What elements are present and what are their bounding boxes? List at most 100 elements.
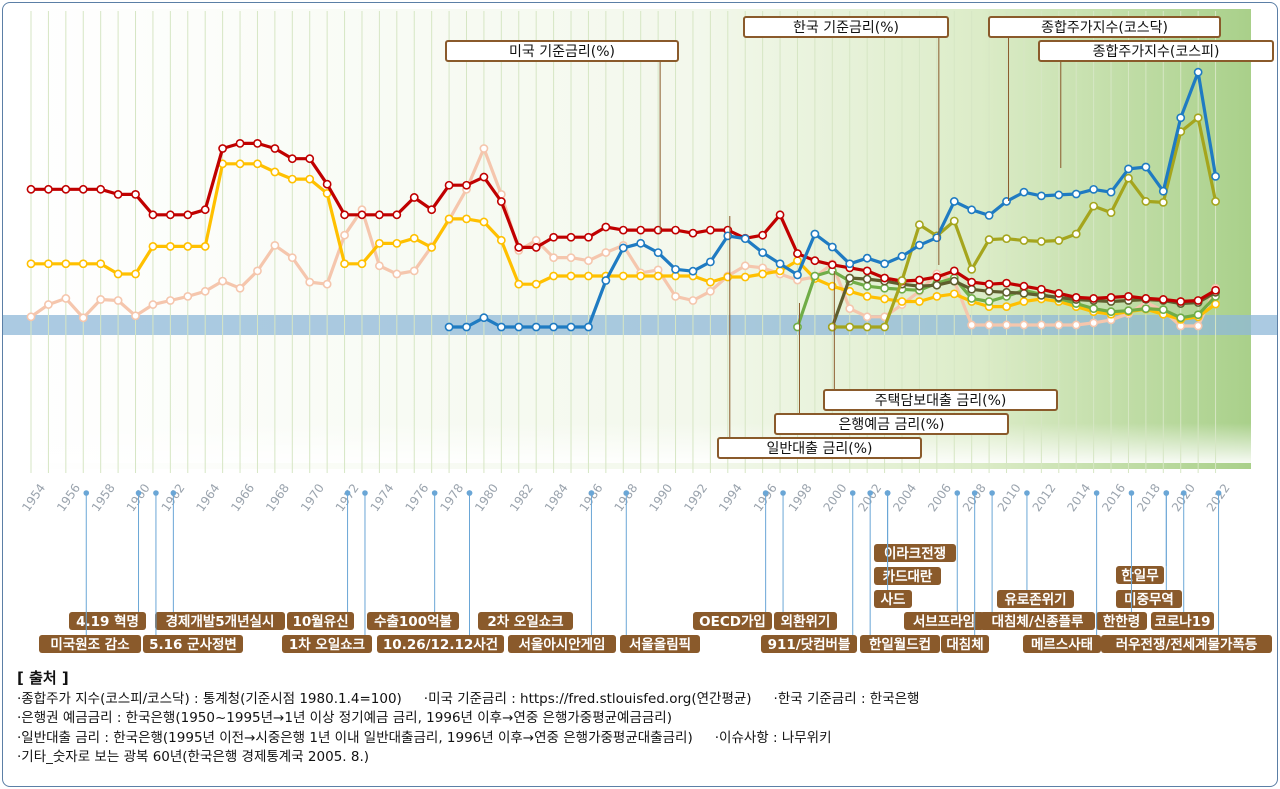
data-point — [1193, 321, 1203, 331]
callout-label: 미국 기준금리(%) — [509, 44, 615, 60]
data-point — [775, 259, 785, 269]
data-point — [1071, 229, 1081, 239]
data-point — [26, 184, 36, 194]
data-point — [61, 184, 71, 194]
data-point — [1036, 284, 1046, 294]
data-point — [1158, 305, 1168, 315]
event-dot — [135, 490, 142, 496]
data-point — [1141, 294, 1151, 303]
data-point — [444, 322, 454, 332]
data-point — [253, 138, 262, 148]
data-point — [740, 261, 750, 271]
data-point — [1089, 184, 1099, 194]
x-tick-label: 1984 — [542, 481, 571, 514]
data-point — [61, 294, 71, 303]
data-point — [183, 291, 193, 301]
data-point — [1193, 296, 1203, 305]
data-point — [462, 214, 471, 224]
event-dot — [588, 490, 595, 496]
data-point — [514, 279, 524, 289]
data-point — [845, 259, 855, 269]
data-point — [392, 210, 402, 220]
data-point — [793, 249, 802, 258]
data-point — [723, 272, 733, 282]
event-label: 이라크전쟁 — [884, 545, 946, 562]
data-point — [183, 210, 193, 220]
data-point — [479, 172, 489, 182]
data-point — [462, 180, 471, 190]
data-point — [984, 279, 994, 289]
data-point — [862, 322, 872, 332]
event-dot — [1215, 490, 1222, 496]
data-point — [96, 184, 106, 194]
x-tick-label: 1970 — [298, 481, 327, 514]
data-point — [1211, 285, 1220, 295]
data-point — [949, 197, 959, 206]
data-point — [915, 220, 924, 230]
x-tick-label: 1964 — [193, 481, 222, 514]
callout-box — [717, 437, 922, 459]
data-point — [1089, 304, 1099, 314]
data-point — [305, 154, 315, 164]
data-point — [1106, 293, 1116, 302]
data-point — [78, 259, 88, 269]
data-point — [235, 138, 245, 148]
data-point — [897, 251, 907, 261]
event-badge — [1116, 590, 1182, 608]
data-point — [636, 225, 646, 235]
data-point — [113, 269, 123, 279]
event-badge — [508, 635, 616, 653]
source-line-3: ·일반대출 금리 : 한국은행(1995년 이전→시중은행 1년 이내 일반대출… — [17, 729, 1267, 749]
data-point — [148, 242, 158, 251]
rate-index-chart: 미국 기준금리(%) 한국 기준금리(%) 일반대출 금리(%) 은행예금 금리(%)… — [3, 9, 1277, 653]
data-point — [322, 179, 332, 189]
data-point — [1124, 291, 1133, 301]
data-point — [357, 210, 367, 220]
event-badge — [761, 635, 857, 653]
data-point — [287, 253, 297, 263]
event-label: 서브프라임 — [913, 614, 975, 630]
data-point — [1002, 197, 1011, 206]
x-tick-label: 1976 — [402, 481, 431, 514]
event-badge — [377, 635, 504, 653]
data-point — [584, 322, 593, 332]
event-badge — [1023, 635, 1101, 653]
data-point — [932, 280, 942, 290]
data-point — [113, 189, 123, 199]
x-tick-label: 1974 — [368, 481, 397, 514]
x-tick-label: 1958 — [89, 481, 118, 514]
data-point — [235, 283, 245, 293]
data-point — [1193, 67, 1203, 77]
data-point — [253, 159, 262, 169]
event-label: 러우전쟁/전세계물가폭등 — [1116, 636, 1258, 653]
data-point — [967, 284, 977, 294]
data-point — [531, 322, 541, 332]
data-point — [479, 217, 489, 227]
source-stock-index: ·종합주가 지수(코스피/코스닥) : 통계청(기준시점 1980.1.4=10… — [17, 690, 402, 707]
data-point — [514, 243, 524, 252]
event-dot — [971, 490, 978, 496]
data-point — [880, 259, 889, 269]
data-point — [1002, 302, 1011, 311]
x-tick-label: 1994 — [716, 481, 745, 514]
data-point — [1054, 320, 1064, 330]
source-issues: ·이슈사항 : 나무위키 — [714, 729, 832, 746]
event-label: 카드대란 — [883, 568, 933, 585]
callout-label: 한국 기준금리(%) — [793, 20, 899, 36]
data-point — [479, 144, 489, 153]
data-point — [96, 259, 106, 269]
data-point — [984, 320, 994, 330]
data-point — [1071, 320, 1081, 330]
data-point — [775, 210, 785, 220]
event-dot — [867, 490, 873, 496]
data-point — [1141, 304, 1151, 314]
data-point — [810, 256, 820, 266]
data-point — [1002, 278, 1011, 288]
event-label: 미중무역 — [1124, 591, 1174, 608]
data-point — [409, 193, 419, 202]
event-dot — [1093, 490, 1100, 496]
x-tick-label: 2016 — [1099, 481, 1128, 514]
data-point — [653, 248, 663, 257]
data-point — [949, 289, 959, 299]
event-badge — [941, 635, 989, 653]
